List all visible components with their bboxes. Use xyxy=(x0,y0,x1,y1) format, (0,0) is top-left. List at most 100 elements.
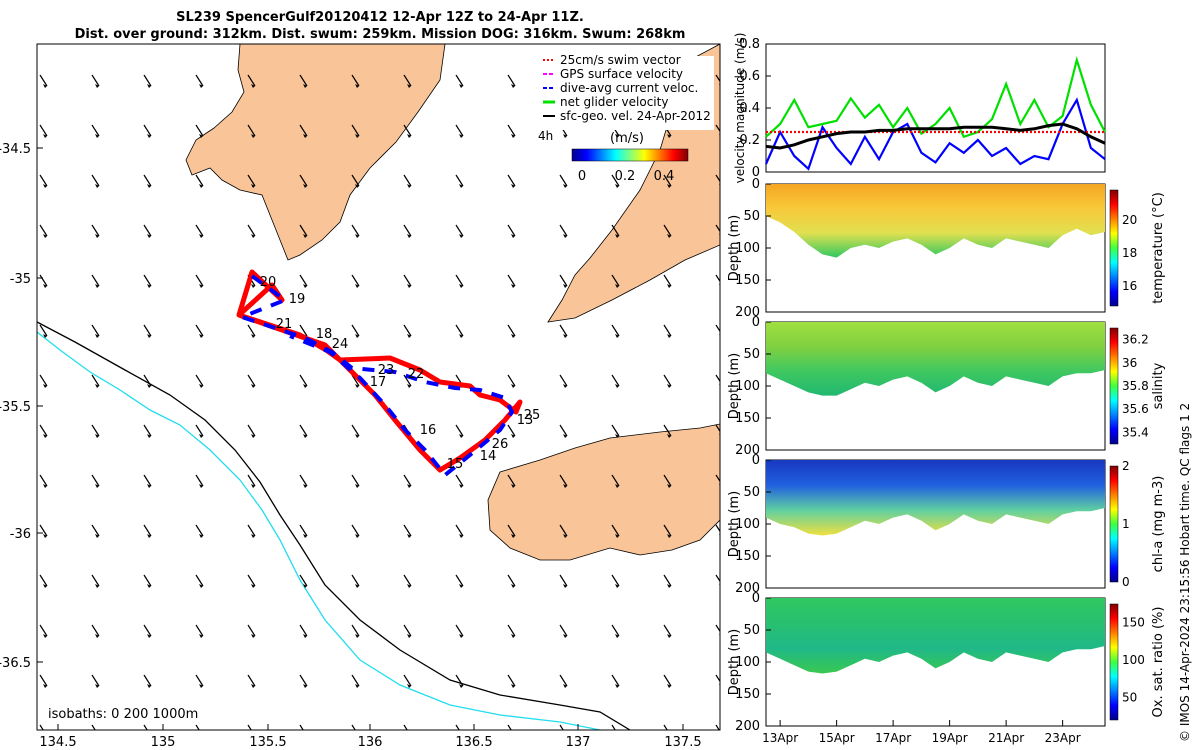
current-arrow xyxy=(611,674,620,688)
map-x-tick-label: 137 xyxy=(566,735,591,750)
current-arrow xyxy=(559,224,568,238)
colorbar-tick-label: 35.6 xyxy=(1122,402,1149,416)
current-arrow xyxy=(91,424,100,438)
current-arrow xyxy=(507,274,516,288)
legend-label: GPS surface velocity xyxy=(560,67,683,81)
current-arrow xyxy=(559,624,568,638)
map-y-axis: -34.5 -35 -35.5 -36 -36.5 xyxy=(0,142,43,671)
current-arrow xyxy=(559,424,568,438)
current-arrow xyxy=(299,624,308,638)
day-label-26: 26 xyxy=(492,437,509,452)
speed-colorbar-tick-2: 0.4 xyxy=(654,169,675,184)
current-arrow xyxy=(611,374,620,388)
kangaroo-island-landmass xyxy=(487,423,720,561)
current-arrow xyxy=(39,574,48,588)
current-arrow xyxy=(247,574,256,588)
velocity-y-tick-label: 0.6 xyxy=(739,69,760,84)
current-arrow xyxy=(143,274,152,288)
colorbar-tick-label: 36 xyxy=(1122,356,1137,370)
colorbar-label: Ox. sat. ratio (%) xyxy=(1151,607,1166,718)
current-arrow xyxy=(611,474,620,488)
current-arrow xyxy=(91,224,100,238)
current-arrow xyxy=(39,124,48,138)
colorbar-label: chl-a (mg m-3) xyxy=(1151,476,1166,573)
current-arrow xyxy=(663,274,672,288)
section-y-tick-label: 200 xyxy=(735,443,760,458)
current-arrow xyxy=(91,174,100,188)
current-arrow xyxy=(39,374,48,388)
current-arrow xyxy=(455,474,464,488)
current-arrow xyxy=(559,174,568,188)
day-label-17: 17 xyxy=(370,375,387,390)
day-label-20: 20 xyxy=(260,275,277,290)
current-arrow xyxy=(455,724,460,730)
current-arrow xyxy=(247,674,256,688)
current-arrow xyxy=(195,524,204,538)
legend-label: 25cm/s swim vector xyxy=(560,53,681,67)
day-label-18: 18 xyxy=(316,327,333,342)
current-arrow xyxy=(663,524,672,538)
current-arrow xyxy=(663,424,672,438)
current-arrow xyxy=(247,524,256,538)
title-line-1: SL239 SpencerGulf20120412 12-Apr 12Z to … xyxy=(176,10,584,25)
current-arrow xyxy=(91,674,100,688)
section-y-tick-label: 100 xyxy=(735,241,760,256)
map-y-tick-label: -35.5 xyxy=(0,400,31,415)
velocity-y-tick-label: 0.4 xyxy=(739,101,760,116)
section-y-tick-label: 100 xyxy=(735,517,760,532)
current-arrow xyxy=(455,274,464,288)
map-y-tick-label: -36 xyxy=(10,527,31,542)
current-arrow xyxy=(403,474,412,488)
current-arrow xyxy=(559,374,568,388)
section-y-tick-label: 200 xyxy=(735,305,760,320)
current-arrow xyxy=(403,674,412,688)
legend-label: sfc-geo. vel. 24-Apr-2012 xyxy=(560,109,711,123)
current-arrow xyxy=(455,74,464,88)
current-arrow xyxy=(455,124,464,138)
current-arrow xyxy=(299,674,308,688)
current-arrow xyxy=(91,624,100,638)
section-y-tick-label: 50 xyxy=(743,623,760,638)
day-label-16: 16 xyxy=(420,423,437,438)
current-arrow xyxy=(195,674,204,688)
current-arrow xyxy=(559,674,568,688)
day-label-14: 14 xyxy=(480,449,497,464)
current-arrow xyxy=(195,574,204,588)
current-arrow xyxy=(611,174,620,188)
map-x-axis: 134.5 135 135.5 136 136.5 137 137.5 xyxy=(39,724,702,750)
current-arrow xyxy=(507,424,516,438)
colorbar-tick-label: 1 xyxy=(1122,517,1130,531)
legend-item: dive-avg current veloc. xyxy=(543,81,698,95)
current-arrow xyxy=(143,324,152,338)
section-y-tick-label: 100 xyxy=(735,379,760,394)
colorbar-label: temperature (°C) xyxy=(1151,192,1166,304)
current-arrow xyxy=(403,724,408,730)
day-label-19: 19 xyxy=(289,292,306,307)
day-labels: 13 14 15 16 17 18 19 20 21 22 23 24 25 26 xyxy=(260,275,541,472)
current-arrow xyxy=(507,624,516,638)
current-arrow xyxy=(455,324,464,338)
colorbar-label: salinity xyxy=(1151,362,1166,409)
current-arrow xyxy=(299,724,304,730)
section-panel-temperature: 0 50 100 150 200 Depth (m) 16 18 20 temperature (… xyxy=(727,177,1166,320)
velocity-y-tick-label: 0.8 xyxy=(739,37,760,52)
day-label-13: 13 xyxy=(517,413,534,428)
current-arrow xyxy=(91,324,100,338)
current-arrow xyxy=(351,724,356,730)
colorbar-tick-label: 50 xyxy=(1122,691,1137,705)
current-arrow xyxy=(611,424,620,438)
colorbar-tick-label: 100 xyxy=(1122,653,1145,667)
current-arrow xyxy=(299,524,308,538)
speed-colorbar-tick-1: 0.2 xyxy=(615,169,636,184)
current-arrow xyxy=(39,624,48,638)
current-arrow xyxy=(39,174,48,188)
time-tick-label: 21Apr xyxy=(988,731,1024,745)
current-arrow xyxy=(351,224,360,238)
current-arrow xyxy=(39,424,48,438)
day-label-22: 22 xyxy=(408,367,425,382)
current-arrow xyxy=(559,524,568,538)
current-arrow xyxy=(195,174,204,188)
day-label-15: 15 xyxy=(447,457,464,472)
